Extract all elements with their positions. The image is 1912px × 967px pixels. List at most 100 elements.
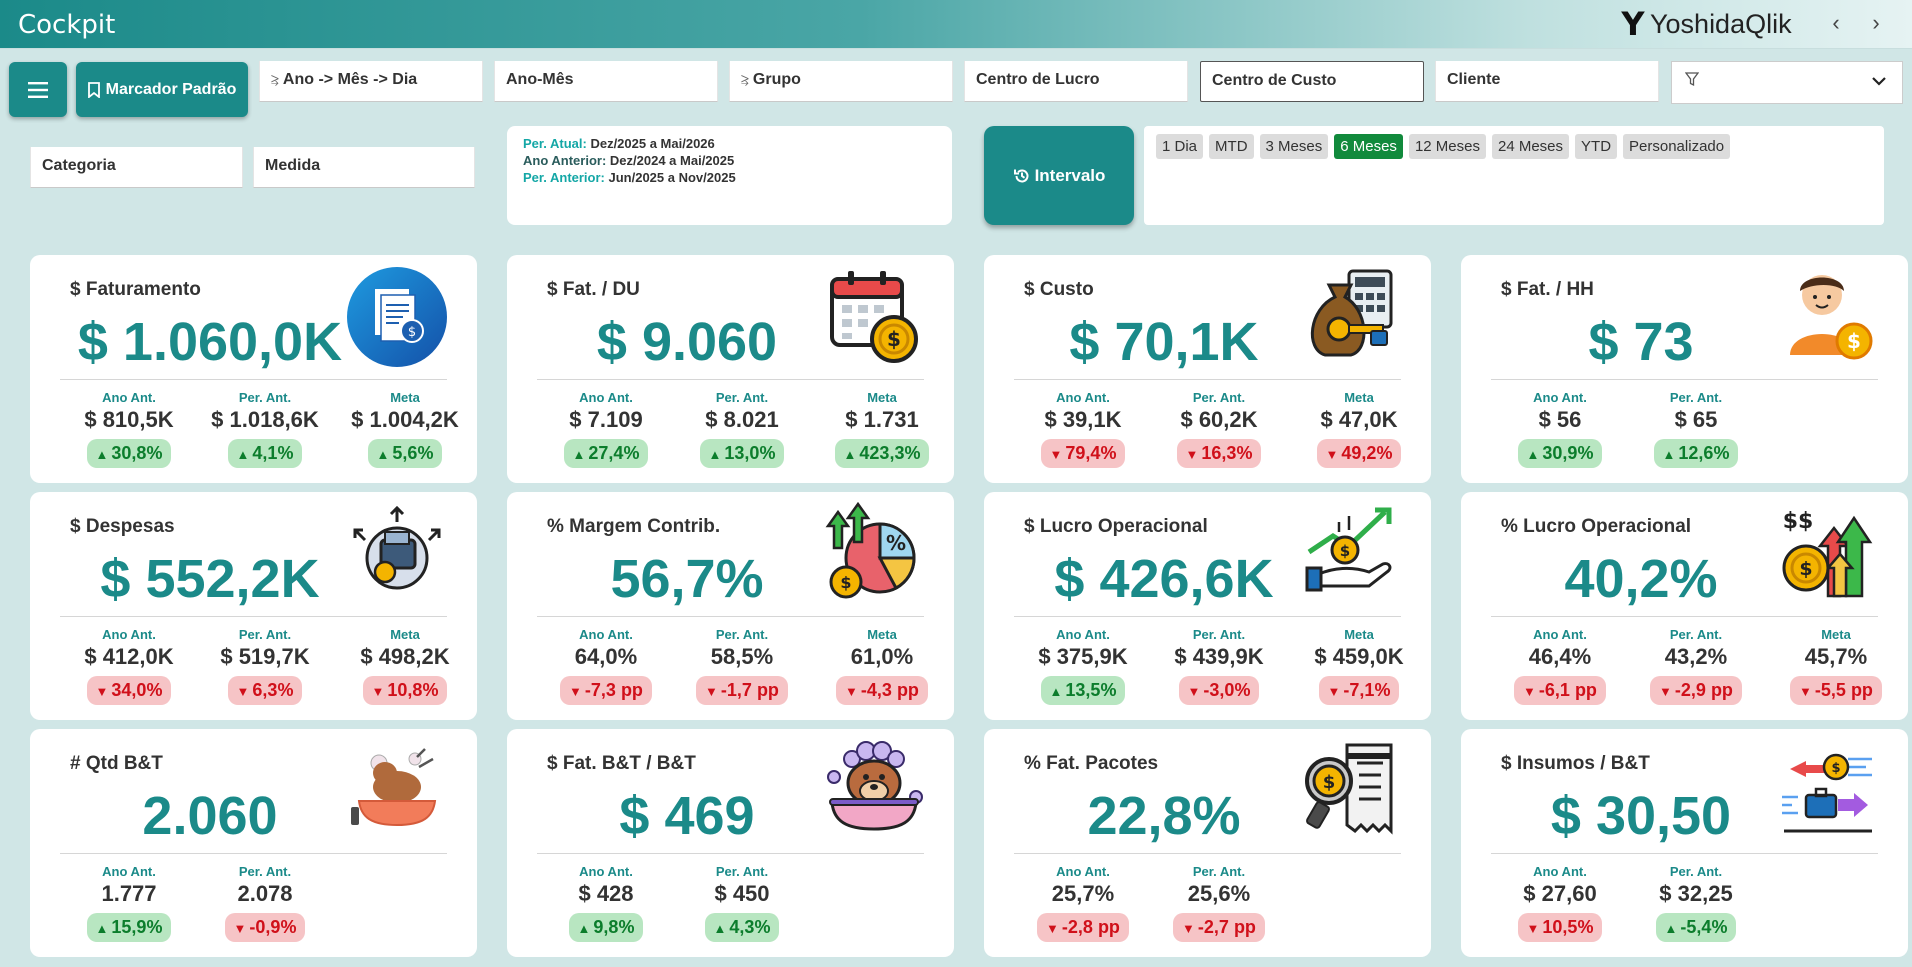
kpi-title: $ Insumos / B&T bbox=[1501, 753, 1650, 774]
forward-arrow-icon[interactable]: › bbox=[1872, 10, 1880, 35]
range-chip[interactable]: 3 Meses bbox=[1259, 134, 1329, 159]
comparison-label: Ano Ant. bbox=[1533, 627, 1587, 642]
kpi-title: # Qtd B&T bbox=[70, 753, 163, 774]
kpi-card: $ Insumos / B&T $ 30,50 $ Ano Ant. $ 27,60 ▼ 1… bbox=[1461, 729, 1908, 957]
period-current-label: Per. Atual: bbox=[523, 136, 587, 151]
kpi-comparison: Meta 45,7% ▼ -5,5 pp bbox=[1769, 627, 1903, 705]
filter-grupo[interactable]: ⥸ Grupo bbox=[729, 61, 953, 102]
kpi-card: % Fat. Pacotes 22,8% $ Ano Ant. 25,7% ▼ -2,8 p… bbox=[984, 729, 1431, 957]
delta-value: 6,3% bbox=[252, 680, 294, 700]
delta-badge: ▼ -7,3 pp bbox=[560, 676, 652, 705]
delta-badge: ▲ 30,8% bbox=[86, 439, 172, 468]
delta-badge: ▼ -7,1% bbox=[1318, 676, 1400, 705]
kpi-comparison: Per. Ant. 43,2% ▼ -2,9 pp bbox=[1629, 627, 1763, 705]
filter-ano-mes[interactable]: Ano-Mês bbox=[494, 61, 718, 102]
triangle-down-icon: ▼ bbox=[1046, 921, 1059, 936]
filter-centro-lucro[interactable]: Centro de Lucro bbox=[964, 61, 1188, 102]
interval-button[interactable]: Intervalo bbox=[984, 126, 1134, 225]
comparison-value: $ 1.004,2K bbox=[351, 407, 459, 432]
triangle-down-icon: ▼ bbox=[1187, 684, 1201, 699]
triangle-down-icon: ▼ bbox=[1327, 684, 1341, 699]
comparison-value: $ 32,25 bbox=[1659, 881, 1733, 906]
menu-button[interactable] bbox=[9, 62, 67, 117]
range-chip[interactable]: 24 Meses bbox=[1491, 134, 1570, 159]
delta-badge: ▼ -2,7 pp bbox=[1173, 913, 1265, 942]
triangle-down-icon: ▼ bbox=[569, 684, 582, 699]
comparison-value: $ 459,0K bbox=[1314, 644, 1404, 669]
triangle-down-icon: ▼ bbox=[1049, 447, 1063, 462]
delta-value: 4,1% bbox=[252, 443, 294, 463]
comparison-value: $ 1.018,6K bbox=[211, 407, 319, 432]
range-chip[interactable]: 6 Meses bbox=[1334, 134, 1403, 159]
kpi-value: $ 70,1K bbox=[1069, 312, 1259, 372]
triangle-down-icon: ▼ bbox=[1526, 921, 1540, 936]
kpi-comparison: Per. Ant. $ 519,7K ▼ 6,3% bbox=[198, 627, 332, 705]
filter-medida[interactable]: Medida bbox=[253, 147, 475, 188]
delta-badge: ▲ 4,1% bbox=[227, 439, 303, 468]
delta-badge: ▼ 34,0% bbox=[86, 676, 172, 705]
comparison-label: Ano Ant. bbox=[1056, 390, 1110, 405]
comparison-value: $ 65 bbox=[1674, 407, 1718, 432]
bookmark-icon bbox=[87, 81, 100, 98]
range-chip[interactable]: Personalizado bbox=[1623, 134, 1731, 159]
triangle-up-icon: ▲ bbox=[95, 447, 109, 462]
kpi-comparison: Per. Ant. $ 1.018,6K ▲ 4,1% bbox=[198, 390, 332, 468]
comparison-label: Per. Ant. bbox=[1669, 627, 1723, 642]
delta-value: -7,3 pp bbox=[584, 680, 643, 700]
kpi-comparison: Ano Ant. $ 56 ▲ 30,9% bbox=[1493, 390, 1627, 468]
kpi-comparison: Per. Ant. 58,5% ▼ -1,7 pp bbox=[675, 627, 809, 705]
kpi-title: $ Lucro Operacional bbox=[1024, 516, 1208, 537]
divider bbox=[537, 853, 924, 854]
pie-chart-growth-icon: % $ bbox=[822, 501, 926, 606]
wallet-spread-icon bbox=[345, 502, 449, 606]
filter-centro-custo[interactable]: Centro de Custo bbox=[1200, 61, 1424, 102]
divider bbox=[537, 379, 924, 380]
delta-badge: ▼ -3,0% bbox=[1178, 676, 1260, 705]
kpi-comparison: Meta $ 1.004,2K ▲ 5,6% bbox=[338, 390, 472, 468]
back-arrow-icon[interactable]: ‹ bbox=[1832, 10, 1840, 35]
filter-cliente[interactable]: Cliente bbox=[1435, 61, 1659, 102]
comparison-value: $ 412,0K bbox=[84, 644, 174, 669]
delta-badge: ▼ 6,3% bbox=[227, 676, 303, 705]
comparison-value: 64,0% bbox=[574, 644, 638, 669]
kpi-value: $ 469 bbox=[619, 786, 755, 846]
kpi-comparison: Ano Ant. $ 412,0K ▼ 34,0% bbox=[62, 627, 196, 705]
comparison-value: $ 47,0K bbox=[1320, 407, 1398, 432]
range-chip[interactable]: YTD bbox=[1575, 134, 1618, 159]
kpi-comparison: Ano Ant. $ 39,1K ▼ 79,4% bbox=[1016, 390, 1150, 468]
filter-ano-mes-dia[interactable]: ⥸ Ano -> Mês -> Dia bbox=[259, 61, 483, 102]
delta-value: 16,3% bbox=[1201, 443, 1253, 463]
svg-text:$: $ bbox=[408, 325, 416, 340]
divider bbox=[1491, 379, 1878, 380]
comparison-label: Per. Ant. bbox=[1192, 627, 1246, 642]
delta-badge: ▲ 4,3% bbox=[704, 913, 780, 942]
kpi-comparison: Ano Ant. $ 27,60 ▼ 10,5% bbox=[1493, 864, 1627, 942]
range-chip[interactable]: 1 Dia bbox=[1156, 134, 1204, 159]
comparison-value: $ 428 bbox=[578, 881, 634, 906]
filter-label: Ano -> Mês -> Dia bbox=[282, 71, 418, 88]
kpi-card: $ Lucro Operacional $ 426,6K $ Ano Ant. $ 37… bbox=[984, 492, 1431, 720]
delta-value: 34,0% bbox=[111, 680, 163, 700]
period-year-ago-value: Dez/2024 a Mai/2025 bbox=[609, 153, 735, 168]
bookmark-button[interactable]: Marcador Padrão bbox=[76, 62, 248, 117]
triangle-down-icon: ▼ bbox=[236, 684, 250, 699]
divider bbox=[537, 616, 924, 617]
range-chip[interactable]: MTD bbox=[1209, 134, 1254, 159]
delta-value: -7,1% bbox=[1343, 680, 1391, 700]
kpi-comparison: Per. Ant. $ 450 ▲ 4,3% bbox=[675, 864, 809, 942]
filter-dropdown[interactable] bbox=[1671, 61, 1903, 104]
delta-value: 9,8% bbox=[593, 917, 635, 937]
svg-text:$: $ bbox=[1799, 558, 1812, 580]
top-bar: Cockpit Y YoshidaQlik ‹ › bbox=[0, 0, 1912, 49]
comparison-value: $ 27,60 bbox=[1523, 881, 1597, 906]
period-previous-label: Per. Anterior: bbox=[523, 170, 605, 185]
divider bbox=[60, 379, 447, 380]
document-money-icon: $ bbox=[345, 265, 449, 369]
filter-categoria[interactable]: Categoria bbox=[30, 147, 243, 188]
comparison-value: $ 60,2K bbox=[1180, 407, 1258, 432]
kpi-value: 2.060 bbox=[142, 786, 278, 846]
range-chip[interactable]: 12 Meses bbox=[1408, 134, 1486, 159]
comparison-label: Per. Ant. bbox=[1192, 390, 1246, 405]
svg-text:$: $ bbox=[887, 327, 901, 351]
kpi-comparison: Per. Ant. $ 32,25 ▲ -5,4% bbox=[1629, 864, 1763, 942]
